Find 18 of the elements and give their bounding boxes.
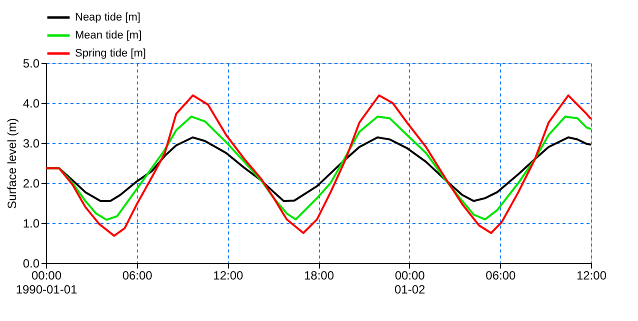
y-tick-label: 1.0: [22, 216, 40, 230]
x-tick-label: 18:00: [304, 268, 334, 282]
y-tick-label: 4.0: [22, 96, 40, 110]
x-tick-label: 00:00 01-02: [394, 268, 426, 296]
x-tick-label: 12:00: [576, 268, 607, 282]
y-axis-title: Surface level (m): [4, 118, 19, 209]
y-tick-label: 2.0: [22, 176, 40, 190]
y-tick-label: 5.0: [22, 56, 40, 70]
legend-label: Mean tide [m]: [75, 30, 142, 42]
x-tick-label: 06:00: [122, 268, 153, 282]
x-tick-label: 06:00: [486, 268, 516, 282]
x-tick-label: 12:00: [213, 268, 244, 282]
line-series: [46, 94, 591, 237]
y-tick-label: 0.0: [22, 256, 40, 270]
legend-label: Neap tide [m]: [75, 12, 140, 24]
legend-label: Spring tide [m]: [75, 48, 146, 60]
y-tick-label: 3.0: [22, 136, 40, 150]
x-tick-label: 00:00 1990-01-01: [16, 268, 78, 296]
